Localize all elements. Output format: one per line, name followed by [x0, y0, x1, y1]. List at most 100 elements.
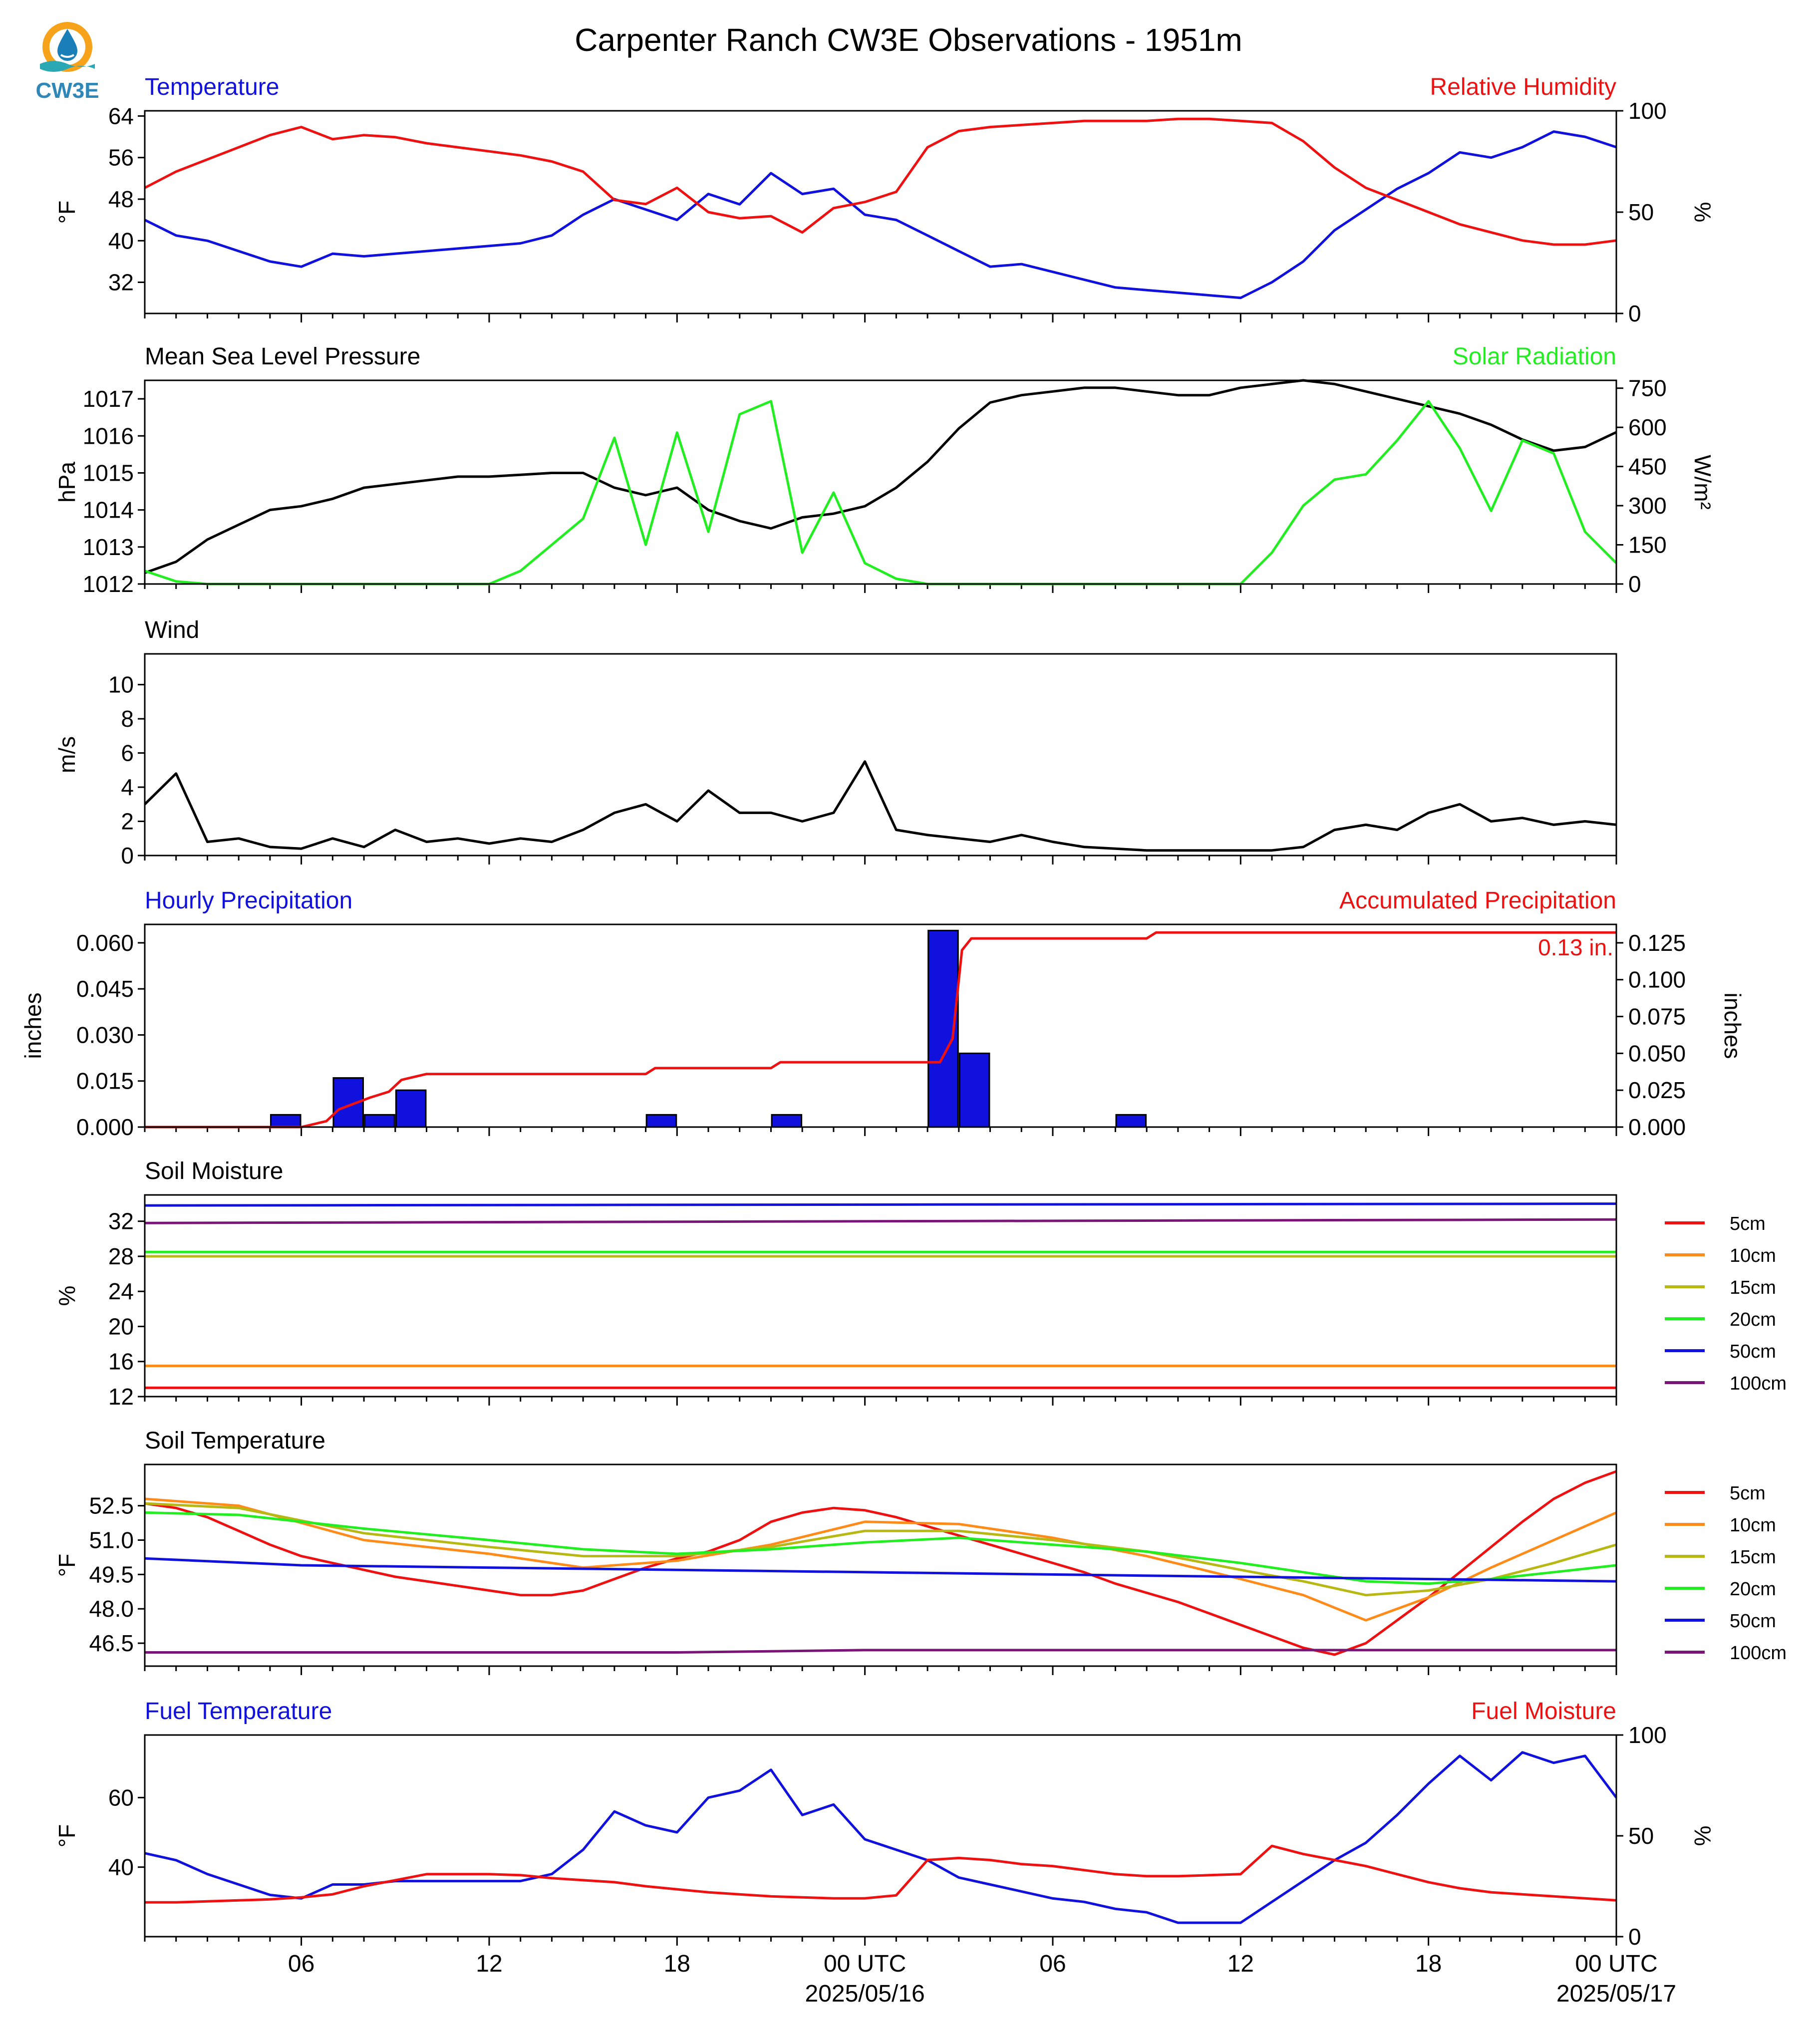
series-line-fuel-moisture	[145, 1844, 1617, 1904]
y-axis-label: °F	[54, 201, 80, 224]
series-line-wind-speed	[144, 760, 1617, 852]
y-axis-label: °F	[54, 1824, 80, 1848]
panel-fuel: Fuel Temperature Fuel Moisture °F % 60 40 100 5…	[54, 1698, 1716, 1950]
panel-title-left: Soil Temperature	[145, 1428, 325, 1454]
series-line-solar-radiation	[144, 400, 1617, 585]
plot-frame	[144, 653, 1617, 857]
series-line-10cm	[144, 1497, 1617, 1622]
y2-tick-label: 0	[1628, 1924, 1641, 1950]
x-tick-label: 18	[664, 1951, 690, 1977]
series-line-5cm	[144, 1470, 1617, 1656]
y2-axis-label: W/m²	[1690, 455, 1716, 510]
x-tick-label: 00 UTC	[1575, 1951, 1657, 1977]
plot-frame	[144, 110, 1617, 314]
y2-tick-label: 300	[1628, 493, 1667, 519]
y2-tick-label: 0.050	[1628, 1040, 1686, 1066]
x-date-label: 2025/05/16	[805, 1981, 925, 2007]
panel-soil_temperature: Soil Temperature °F 52.5 51.0 49.5 48.0 46.5 5c…	[54, 1428, 1787, 1675]
y-tick-label: 56	[108, 145, 134, 171]
y2-tick-label: 750	[1628, 375, 1667, 401]
y-tick-label: 64	[108, 103, 134, 129]
y-tick-label: 28	[108, 1243, 134, 1269]
series-line-20cm	[144, 1511, 1617, 1585]
panel-temp_rh: Temperature Relative Humidity °F % 64 56 48 40 3…	[54, 74, 1716, 326]
legend-label: 15cm	[1730, 1277, 1776, 1298]
legend-label: 5cm	[1730, 1483, 1766, 1504]
y-axis-label: °F	[54, 1554, 80, 1577]
legend-label: 50cm	[1730, 1341, 1776, 1362]
precip-bar	[395, 1089, 427, 1128]
y-tick-label: 10	[108, 672, 134, 698]
y-tick-label: 32	[108, 1208, 134, 1234]
y-tick-label: 0.000	[76, 1114, 134, 1140]
y-tick-label: 0	[121, 843, 134, 869]
panel-title-right: Solar Radiation	[1453, 343, 1616, 370]
y-tick-label: 0.015	[76, 1068, 134, 1094]
x-tick-label: 12	[476, 1951, 502, 1977]
plot-frame	[144, 1194, 1617, 1398]
y2-axis-label: inches	[1720, 993, 1746, 1059]
y-tick-label: 46.5	[89, 1630, 134, 1656]
precip-bar	[364, 1114, 395, 1128]
legend-label: 5cm	[1730, 1213, 1766, 1234]
y-tick-label: 8	[121, 706, 134, 732]
y-tick-label: 4	[121, 774, 134, 800]
series-line-50cm	[144, 1557, 1617, 1583]
y-tick-label: 32	[108, 270, 134, 295]
series-line-100cm	[145, 1649, 1616, 1654]
y2-tick-label: 600	[1628, 414, 1667, 440]
y2-tick-label: 150	[1628, 532, 1667, 558]
panel-title-left: Soil Moisture	[145, 1158, 283, 1184]
y2-tick-label: 0.075	[1628, 1004, 1686, 1030]
legend-label: 50cm	[1730, 1611, 1776, 1632]
panel-title-left: Temperature	[145, 74, 279, 100]
series-line-100cm	[144, 1218, 1617, 1224]
y-tick-label: 1015	[83, 460, 134, 486]
y2-tick-label: 0.100	[1628, 967, 1686, 993]
y-tick-label: 60	[108, 1784, 134, 1810]
panel-title-right: Accumulated Precipitation	[1339, 887, 1616, 914]
y-tick-label: 49.5	[89, 1561, 134, 1587]
panel-title-left: Wind	[145, 617, 199, 643]
series-line-mean-sea-level-pressure	[144, 379, 1617, 575]
legend-label: 10cm	[1730, 1515, 1776, 1536]
precip-bar	[958, 1052, 990, 1128]
x-date-label: 2025/05/17	[1556, 1981, 1676, 2007]
legend-label: 20cm	[1730, 1579, 1776, 1600]
plot-frame	[144, 1734, 1617, 1938]
precip-bar	[771, 1114, 803, 1128]
y-tick-label: 1013	[83, 534, 134, 560]
x-axis-labels: 06 12 18 00 UTC 06 12 18 00 UTC 2025/05/16 2025/0…	[288, 1951, 1676, 2007]
x-tick-label: 00 UTC	[824, 1951, 906, 1977]
logo-text: CW3E	[35, 78, 99, 103]
panel-soil_moisture: Soil Moisture% 32 28 24 20 16 12 5cm 10cm 15cm 20c…	[54, 1158, 1787, 1410]
legend-label: 15cm	[1730, 1547, 1776, 1568]
y-tick-label: 1016	[83, 423, 134, 449]
y-axis-label: inches	[20, 993, 46, 1059]
plot-frame	[144, 379, 1617, 585]
plot-frame	[144, 1463, 1617, 1667]
legend-label: 100cm	[1730, 1373, 1787, 1394]
plot-frame	[144, 923, 1617, 1128]
y2-tick-label: 50	[1628, 199, 1654, 225]
panel-precip: Hourly Precipitation Accumulated Precipit…	[20, 887, 1746, 1140]
y2-tick-label: 0.000	[1628, 1114, 1686, 1140]
panel-title-right: Fuel Moisture	[1471, 1698, 1616, 1725]
series-line-relative-humidity	[144, 117, 1617, 246]
y2-tick-label: 450	[1628, 454, 1667, 480]
legend-label: 10cm	[1730, 1245, 1776, 1266]
y-tick-label: 40	[108, 228, 134, 254]
x-tick-label: 06	[1039, 1951, 1066, 1977]
series-line-50cm	[144, 1202, 1617, 1207]
panel-wind: Wind m/s 10 8 6 4 2 0	[54, 617, 1617, 869]
y-axis-label: %	[54, 1286, 80, 1306]
y-tick-label: 1017	[83, 386, 134, 412]
figure-title: Carpenter Ranch CW3E Observations - 1951…	[575, 22, 1242, 58]
y-tick-label: 20	[108, 1313, 134, 1339]
y2-axis-label: %	[1690, 1826, 1716, 1846]
y2-tick-label: 0.025	[1628, 1077, 1686, 1103]
y-tick-label: 16	[108, 1349, 134, 1375]
legend-label: 100cm	[1730, 1643, 1787, 1664]
y2-tick-label: 100	[1628, 98, 1667, 124]
